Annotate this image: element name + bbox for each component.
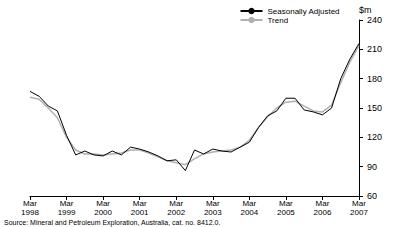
svg-text:2000: 2000 [94,208,112,217]
svg-text:Mar: Mar [133,199,147,208]
svg-text:2005: 2005 [277,208,295,217]
svg-text:Mar: Mar [60,199,74,208]
svg-text:2002: 2002 [167,208,185,217]
svg-text:180: 180 [367,74,382,84]
svg-text:1998: 1998 [21,208,39,217]
svg-text:210: 210 [367,44,382,54]
svg-text:Mar: Mar [169,199,183,208]
svg-text:2007: 2007 [350,208,368,217]
svg-text:$m: $m [359,5,372,15]
svg-text:2004: 2004 [240,208,258,217]
svg-text:240: 240 [367,15,382,25]
svg-text:Mar: Mar [242,199,256,208]
svg-text:Mar: Mar [316,199,330,208]
svg-text:Mar: Mar [206,199,220,208]
svg-text:60: 60 [367,191,377,201]
svg-text:Trend: Trend [268,16,289,25]
svg-text:120: 120 [367,132,382,142]
svg-text:150: 150 [367,103,382,113]
svg-text:Mar: Mar [279,199,293,208]
svg-text:2001: 2001 [131,208,149,217]
svg-text:90: 90 [367,162,377,172]
svg-text:Source: Mineral and Petroleum: Source: Mineral and Petroleum Exploratio… [4,219,220,227]
svg-text:Seasonally Adjusted: Seasonally Adjusted [268,7,340,16]
svg-text:Mar: Mar [23,199,37,208]
svg-text:1999: 1999 [58,208,76,217]
svg-text:2006: 2006 [314,208,332,217]
svg-text:Mar: Mar [96,199,110,208]
svg-text:Mar: Mar [352,199,366,208]
svg-text:2003: 2003 [204,208,222,217]
